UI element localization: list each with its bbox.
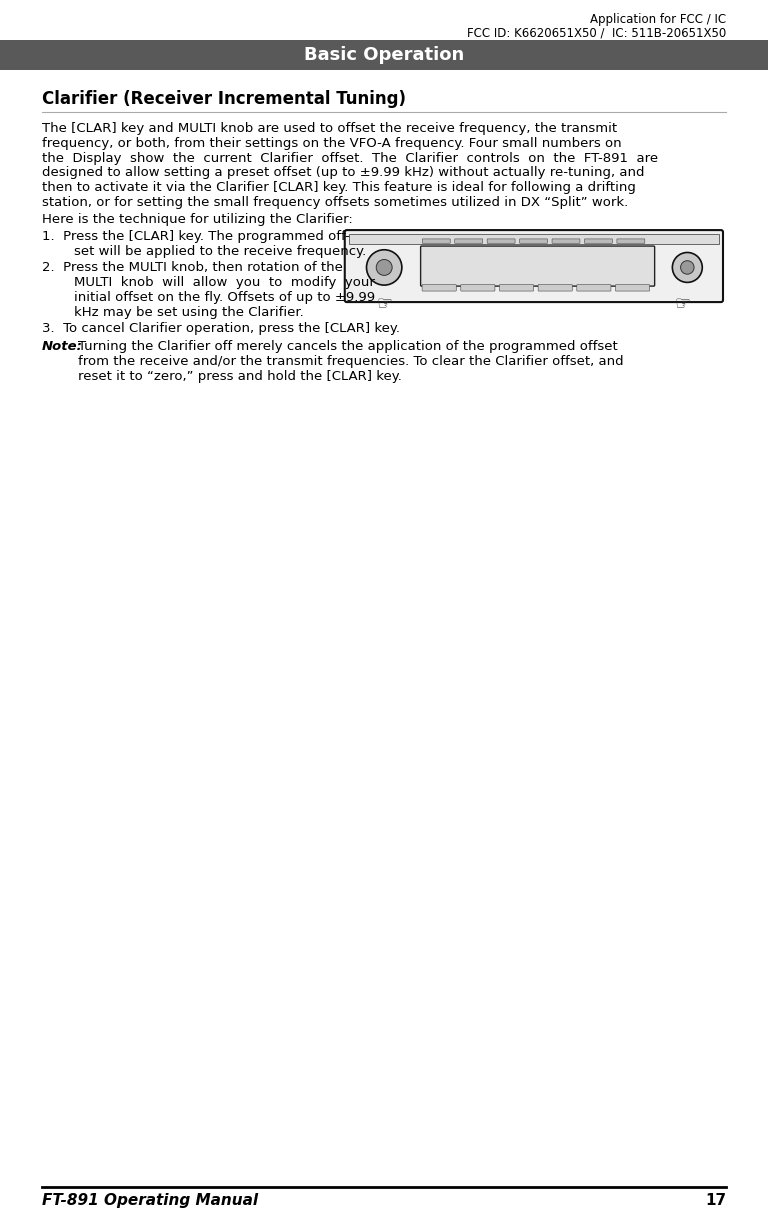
Text: Basic Operation: Basic Operation: [304, 46, 464, 64]
Circle shape: [680, 261, 694, 274]
FancyBboxPatch shape: [617, 239, 645, 243]
FancyBboxPatch shape: [499, 284, 534, 291]
Circle shape: [366, 250, 402, 285]
FancyBboxPatch shape: [520, 239, 548, 243]
Text: 1.  Press the [CLAR] key. The programmed off-: 1. Press the [CLAR] key. The programmed …: [42, 230, 349, 243]
Text: kHz may be set using the Clarifier.: kHz may be set using the Clarifier.: [74, 306, 304, 318]
Text: initial offset on the fly. Offsets of up to ±9.99: initial offset on the fly. Offsets of up…: [74, 290, 375, 303]
FancyBboxPatch shape: [461, 284, 495, 291]
FancyBboxPatch shape: [421, 247, 654, 287]
Circle shape: [376, 260, 392, 276]
FancyBboxPatch shape: [422, 284, 456, 291]
FancyBboxPatch shape: [422, 239, 450, 243]
Text: frequency, or both, from their settings on the VFO-A frequency. Four small numbe: frequency, or both, from their settings …: [42, 137, 621, 150]
Text: station, or for setting the small frequency offsets sometimes utilized in DX “Sp: station, or for setting the small freque…: [42, 196, 628, 209]
Text: ☞: ☞: [376, 295, 392, 313]
Text: designed to allow setting a preset offset (up to ±9.99 kHz) without actually re-: designed to allow setting a preset offse…: [42, 167, 644, 179]
Text: ☞: ☞: [674, 295, 690, 313]
FancyBboxPatch shape: [552, 239, 580, 243]
FancyBboxPatch shape: [584, 239, 612, 243]
Text: set will be applied to the receive frequency.: set will be applied to the receive frequ…: [74, 245, 366, 258]
Text: Clarifier (Receiver Incremental Tuning): Clarifier (Receiver Incremental Tuning): [42, 89, 406, 108]
FancyBboxPatch shape: [538, 284, 572, 291]
Text: from the receive and/or the transmit frequencies. To clear the Clarifier offset,: from the receive and/or the transmit fre…: [78, 355, 624, 368]
FancyBboxPatch shape: [615, 284, 650, 291]
FancyBboxPatch shape: [577, 284, 611, 291]
FancyBboxPatch shape: [487, 239, 515, 243]
Circle shape: [672, 253, 702, 283]
Text: FT-891 Operating Manual: FT-891 Operating Manual: [42, 1193, 258, 1208]
Text: 2.  Press the MULTI knob, then rotation of the: 2. Press the MULTI knob, then rotation o…: [42, 261, 343, 274]
Text: reset it to “zero,” press and hold the [CLAR] key.: reset it to “zero,” press and hold the […: [78, 370, 402, 383]
Text: FCC ID: K6620651X50 /  IC: 511B-20651X50: FCC ID: K6620651X50 / IC: 511B-20651X50: [467, 27, 726, 40]
Text: 17: 17: [705, 1193, 726, 1208]
Bar: [0, 40, 768, 70]
FancyBboxPatch shape: [455, 239, 482, 243]
Text: The [CLAR] key and MULTI knob are used to offset the receive frequency, the tran: The [CLAR] key and MULTI knob are used t…: [42, 122, 617, 135]
Text: Here is the technique for utilizing the Clarifier:: Here is the technique for utilizing the …: [42, 213, 353, 226]
Text: Note:: Note:: [42, 340, 83, 353]
Text: then to activate it via the Clarifier [CLAR] key. This feature is ideal for foll: then to activate it via the Clarifier [C…: [42, 181, 636, 195]
Text: the  Display  show  the  current  Clarifier  offset.  The  Clarifier  controls  : the Display show the current Clarifier o…: [42, 151, 658, 164]
Text: MULTI  knob  will  allow  you  to  modify  your: MULTI knob will allow you to modify your: [74, 276, 375, 289]
Bar: [349, 235, 719, 244]
Text: Turning the Clarifier off merely cancels the application of the programmed offse: Turning the Clarifier off merely cancels…: [78, 340, 617, 353]
Text: Application for FCC / IC: Application for FCC / IC: [590, 13, 726, 27]
Text: 3.  To cancel Clarifier operation, press the [CLAR] key.: 3. To cancel Clarifier operation, press …: [42, 322, 400, 335]
FancyBboxPatch shape: [345, 230, 723, 302]
